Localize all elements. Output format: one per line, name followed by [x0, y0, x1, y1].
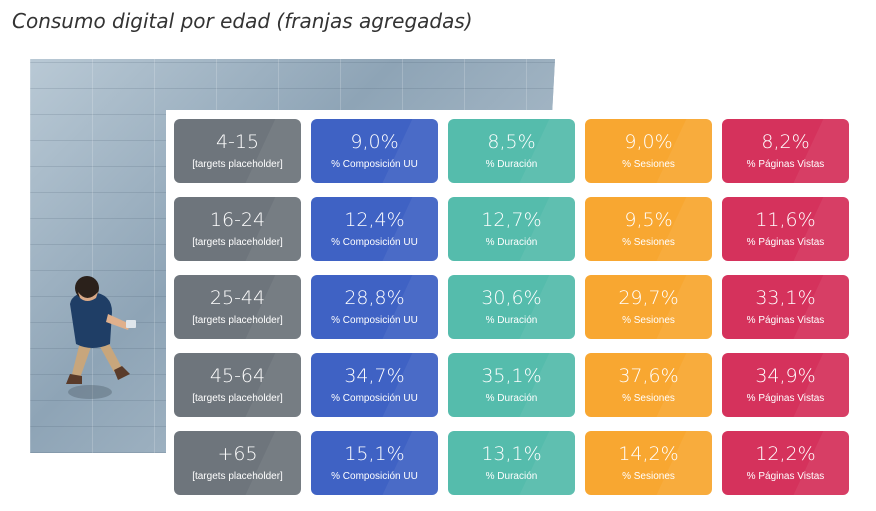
age-range: +65: [217, 443, 258, 465]
paginas-label: % Páginas Vistas: [746, 471, 825, 482]
age-card: 25-44 [targets placeholder]: [174, 275, 301, 339]
paginas-card: 12,2% % Páginas Vistas: [722, 431, 849, 495]
page-title: Consumo digital por edad (franjas agrega…: [12, 9, 473, 33]
sesiones-label: % Sesiones: [622, 393, 675, 404]
composicion-card: 9,0% % Composición UU: [311, 119, 438, 183]
sesiones-label: % Sesiones: [622, 159, 675, 170]
sesiones-card: 29,7% % Sesiones: [585, 275, 712, 339]
duracion-label: % Duración: [485, 315, 538, 326]
paginas-card: 11,6% % Páginas Vistas: [722, 197, 849, 261]
composicion-label: % Composición UU: [331, 393, 418, 404]
composicion-label: % Composición UU: [331, 471, 418, 482]
composicion-label: % Composición UU: [331, 315, 418, 326]
sesiones-value: 14,2%: [618, 443, 679, 465]
duracion-label: % Duración: [485, 471, 538, 482]
duracion-card: 12,7% % Duración: [448, 197, 575, 261]
paginas-value: 33,1%: [755, 287, 816, 309]
composicion-card: 15,1% % Composición UU: [311, 431, 438, 495]
target-label: [targets placeholder]: [192, 471, 283, 482]
paginas-card: 8,2% % Páginas Vistas: [722, 119, 849, 183]
composicion-card: 12,4% % Composición UU: [311, 197, 438, 261]
duracion-card: 30,6% % Duración: [448, 275, 575, 339]
paginas-value: 34,9%: [755, 365, 816, 387]
sesiones-card: 14,2% % Sesiones: [585, 431, 712, 495]
duracion-label: % Duración: [485, 237, 538, 248]
age-card: 16-24 [targets placeholder]: [174, 197, 301, 261]
age-card: 45-64 [targets placeholder]: [174, 353, 301, 417]
paginas-card: 34,9% % Páginas Vistas: [722, 353, 849, 417]
composicion-card: 34,7% % Composición UU: [311, 353, 438, 417]
sesiones-card: 9,0% % Sesiones: [585, 119, 712, 183]
age-card: +65 [targets placeholder]: [174, 431, 301, 495]
target-label: [targets placeholder]: [192, 315, 283, 326]
age-range: 25-44: [209, 287, 266, 309]
composicion-label: % Composición UU: [331, 159, 418, 170]
paginas-value: 8,2%: [761, 131, 810, 153]
age-range: 16-24: [209, 209, 266, 231]
sesiones-value: 9,0%: [624, 131, 673, 153]
age-range: 4-15: [215, 131, 260, 153]
age-metrics-grid: 4-15 [targets placeholder] 9,0% % Compos…: [174, 119, 849, 495]
target-label: [targets placeholder]: [192, 237, 283, 248]
sesiones-value: 29,7%: [618, 287, 679, 309]
duracion-value: 8,5%: [487, 131, 536, 153]
paginas-card: 33,1% % Páginas Vistas: [722, 275, 849, 339]
duracion-value: 30,6%: [481, 287, 542, 309]
duracion-card: 35,1% % Duración: [448, 353, 575, 417]
composicion-value: 28,8%: [344, 287, 405, 309]
duracion-label: % Duración: [485, 393, 538, 404]
sesiones-value: 37,6%: [618, 365, 679, 387]
person-walking-image: [66, 276, 136, 399]
duracion-card: 8,5% % Duración: [448, 119, 575, 183]
duracion-label: % Duración: [485, 159, 538, 170]
duracion-card: 13,1% % Duración: [448, 431, 575, 495]
duracion-value: 13,1%: [481, 443, 542, 465]
duracion-value: 12,7%: [481, 209, 542, 231]
paginas-label: % Páginas Vistas: [746, 315, 825, 326]
sesiones-card: 9,5% % Sesiones: [585, 197, 712, 261]
sesiones-card: 37,6% % Sesiones: [585, 353, 712, 417]
sesiones-label: % Sesiones: [622, 237, 675, 248]
paginas-label: % Páginas Vistas: [746, 393, 825, 404]
composicion-value: 34,7%: [344, 365, 405, 387]
target-label: [targets placeholder]: [192, 393, 283, 404]
paginas-label: % Páginas Vistas: [746, 237, 825, 248]
sesiones-label: % Sesiones: [622, 315, 675, 326]
composicion-value: 9,0%: [350, 131, 399, 153]
composicion-label: % Composición UU: [331, 237, 418, 248]
sesiones-value: 9,5%: [624, 209, 673, 231]
paginas-value: 12,2%: [755, 443, 816, 465]
duracion-value: 35,1%: [481, 365, 542, 387]
target-label: [targets placeholder]: [192, 159, 283, 170]
composicion-value: 12,4%: [344, 209, 405, 231]
paginas-value: 11,6%: [755, 209, 816, 231]
composicion-card: 28,8% % Composición UU: [311, 275, 438, 339]
paginas-label: % Páginas Vistas: [746, 159, 825, 170]
sesiones-label: % Sesiones: [622, 471, 675, 482]
age-range: 45-64: [209, 365, 266, 387]
composicion-value: 15,1%: [344, 443, 405, 465]
age-card: 4-15 [targets placeholder]: [174, 119, 301, 183]
